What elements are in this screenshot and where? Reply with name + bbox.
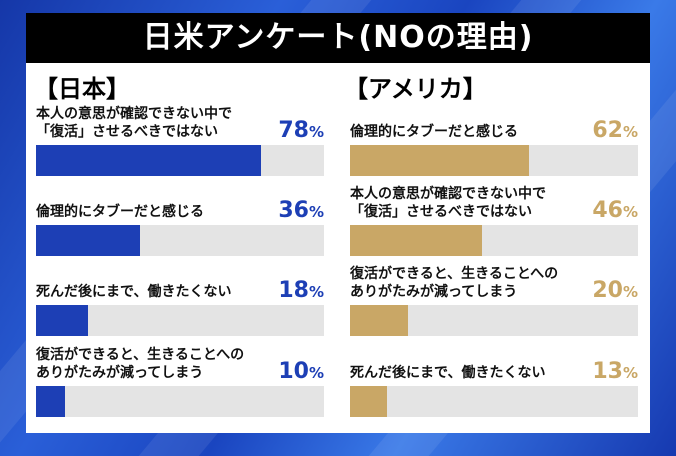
value-label: 78% — [278, 118, 324, 143]
bar-row: 復活ができると、生きることへの ありがたみが減ってしまう 10% — [36, 340, 326, 384]
bar-track — [36, 145, 324, 176]
bar — [350, 145, 529, 176]
category-label: 倫理的にタブーだと感じる — [350, 124, 518, 140]
bar-row: 死んだ後にまで、働きたくない 18% — [36, 259, 326, 303]
japan-heading: 【日本】 — [34, 75, 130, 103]
chart-panel: 【日本】 【アメリカ】 本人の意思が確認できない中で 「復活」させるべきではない 7… — [26, 63, 650, 433]
bar-track — [350, 386, 638, 417]
bar-row: 倫理的にタブーだと感じる 62% — [350, 99, 640, 143]
value-label: 20% — [592, 278, 638, 303]
bar-row: 本人の意思が確認できない中で 「復活」させるべきではない 78% — [36, 99, 326, 143]
bar-track — [350, 225, 638, 256]
page-title: 日米アンケート(NOの理由) — [26, 13, 650, 63]
bar — [350, 225, 483, 256]
bar-track — [350, 145, 638, 176]
bar — [36, 225, 140, 256]
category-label: 復活ができると、生きることへの ありがたみが減ってしまう — [36, 347, 245, 381]
bar — [350, 305, 408, 336]
bar-track — [36, 386, 324, 417]
bar — [350, 386, 388, 417]
category-label: 本人の意思が確認できない中で 「復活」させるべきではない — [350, 186, 546, 220]
bar-row: 本人の意思が確認できない中で 「復活」させるべきではない 46% — [350, 179, 640, 223]
value-label: 36% — [278, 198, 324, 223]
bar-track — [350, 305, 638, 336]
bar — [36, 145, 261, 176]
category-label: 倫理的にタブーだと感じる — [36, 204, 204, 220]
bar-row: 倫理的にタブーだと感じる 36% — [36, 179, 326, 223]
category-label: 死んだ後にまで、働きたくない — [350, 365, 546, 381]
bar-track — [36, 305, 324, 336]
value-label: 13% — [592, 359, 638, 384]
value-label: 46% — [592, 198, 638, 223]
bar — [36, 386, 65, 417]
value-label: 10% — [278, 359, 324, 384]
category-label: 本人の意思が確認できない中で 「復活」させるべきではない — [36, 106, 232, 140]
category-label: 復活ができると、生きることへの ありがたみが減ってしまう — [350, 266, 559, 300]
bar-row: 死んだ後にまで、働きたくない 13% — [350, 340, 640, 384]
value-label: 18% — [278, 278, 324, 303]
bar-row: 復活ができると、生きることへの ありがたみが減ってしまう 20% — [350, 259, 640, 303]
category-label: 死んだ後にまで、働きたくない — [36, 284, 232, 300]
bar — [36, 305, 88, 336]
value-label: 62% — [592, 118, 638, 143]
bar-track — [36, 225, 324, 256]
usa-heading: 【アメリカ】 — [344, 75, 487, 103]
